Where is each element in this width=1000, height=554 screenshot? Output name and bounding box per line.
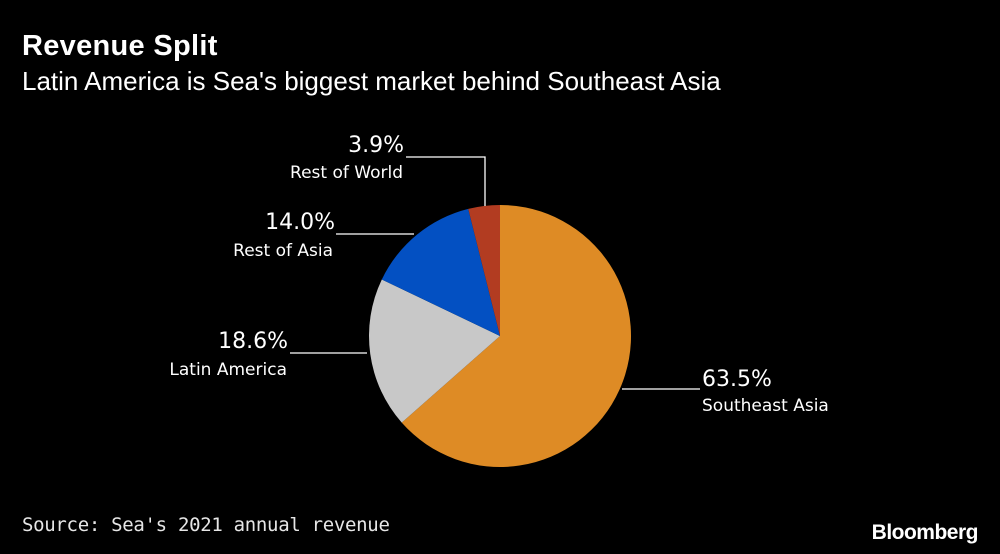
chart-subtitle: Latin America is Sea's biggest market be… <box>22 66 721 96</box>
slice-category-label: Rest of Asia <box>233 241 333 261</box>
pie-slices <box>369 205 632 467</box>
slice-category-label: Latin America <box>169 360 287 380</box>
leader-lines <box>290 156 700 390</box>
slice-value-label: 63.5% <box>702 367 772 392</box>
leader-line <box>406 156 486 206</box>
pie-slice <box>381 208 500 336</box>
bloomberg-logo: Bloomberg <box>871 521 979 544</box>
pie-slice <box>468 205 500 336</box>
slice-value-label: 18.6% <box>218 329 288 354</box>
slice-value-label: 14.0% <box>265 210 335 235</box>
slice-category-label: Rest of World <box>290 163 403 183</box>
pie-slice <box>369 279 500 423</box>
source-note: Source: Sea's 2021 annual revenue <box>22 514 390 536</box>
pie-slice <box>401 205 632 467</box>
chart-title: Revenue Split <box>22 30 218 62</box>
slice-category-label: Southeast Asia <box>702 396 829 416</box>
slice-value-label: 3.9% <box>348 133 404 158</box>
